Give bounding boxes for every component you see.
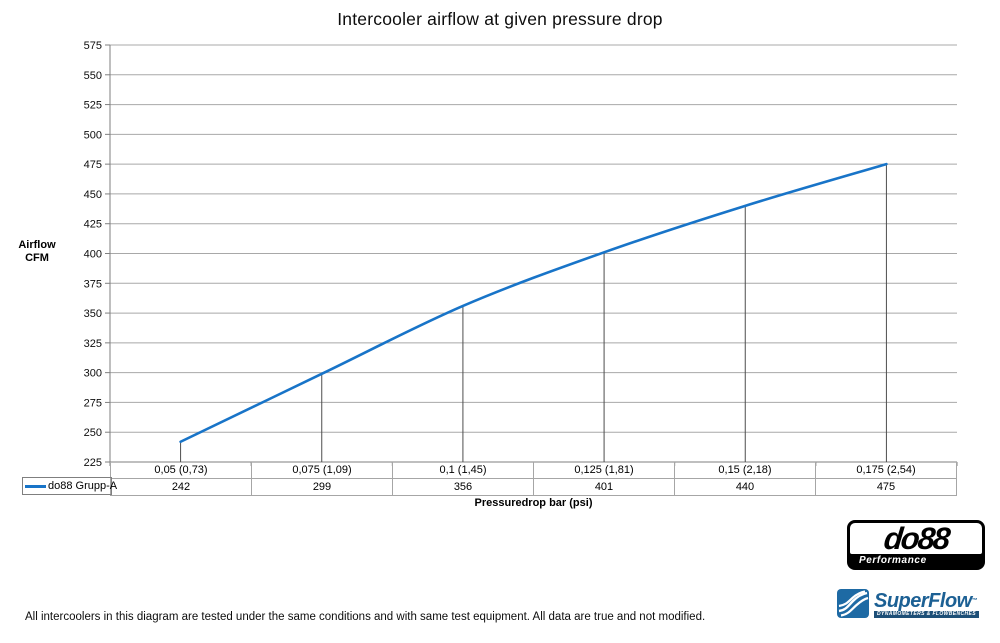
y-tick-label: 225 xyxy=(84,457,102,469)
y-tick-label: 500 xyxy=(84,129,102,141)
x-category-cell: 0,15 (2,18) xyxy=(675,462,816,478)
x-category-cell: 0,125 (1,81) xyxy=(534,462,675,478)
do88-logo-subtext: Performance xyxy=(859,555,927,566)
do88-logo-text: do88 xyxy=(882,523,951,554)
series-value-cell: 356 xyxy=(393,479,534,495)
series-name: do88 Grupp-A xyxy=(48,480,118,492)
x-category-cell: 0,075 (1,09) xyxy=(252,462,393,478)
series-value-cell: 242 xyxy=(111,479,252,495)
series-value-cell: 299 xyxy=(252,479,393,495)
y-axis-title: Airflow CFM xyxy=(8,239,66,265)
superflow-waves-icon xyxy=(837,589,869,618)
y-tick-label: 350 xyxy=(84,308,102,320)
x-axis-title: Pressuredrop bar (psi) xyxy=(474,497,593,509)
chart-title: Intercooler airflow at given pressure dr… xyxy=(337,9,663,29)
series-value-cell: 440 xyxy=(675,479,816,495)
y-tick-label: 550 xyxy=(84,70,102,82)
x-category-row: 0,05 (0,73) 0,075 (1,09) 0,1 (1,45) 0,125 (… xyxy=(111,462,956,479)
x-category-cell: 0,1 (1,45) xyxy=(393,462,534,478)
do88-logo: do88 Performance xyxy=(847,520,985,570)
series-value-row: 242 299 356 401 440 475 xyxy=(111,479,956,495)
do88-logo-top: do88 xyxy=(850,523,982,554)
trademark-symbol: ™ xyxy=(971,598,978,604)
y-tick-label: 400 xyxy=(84,249,102,261)
y-tick-label: 275 xyxy=(84,397,102,409)
y-axis-title-line1: Airflow xyxy=(18,239,56,251)
series-value-cell: 475 xyxy=(876,481,896,493)
series-value-cell: 401 xyxy=(534,479,675,495)
y-tick-label: 425 xyxy=(84,219,102,231)
series-line-swatch xyxy=(25,484,46,488)
superflow-logo: SuperFlow™ DYNAMOMETERS & FLOWBENCHES xyxy=(836,588,988,621)
chart-data-table: 0,05 (0,73) 0,075 (1,09) 0,1 (1,45) 0,125 (… xyxy=(110,462,957,496)
x-category-cell: 0,175 (2,54) xyxy=(856,464,916,476)
y-tick-label: 475 xyxy=(84,159,102,171)
y-tick-label: 450 xyxy=(84,189,102,201)
y-tick-label: 575 xyxy=(84,40,102,52)
x-category-cell: 0,05 (0,73) xyxy=(111,462,252,478)
legend: do88 Grupp-A xyxy=(22,477,117,495)
superflow-logo-subtext: DYNAMOMETERS & FLOWBENCHES xyxy=(874,611,980,618)
y-tick-label: 525 xyxy=(84,100,102,112)
line-chart-plot: 225 250 275 300 325 350 375 400 425 450 475 500 525 5… xyxy=(84,40,958,469)
y-tick-label: 375 xyxy=(84,278,102,290)
series-line xyxy=(179,162,888,444)
y-axis-title-line2: CFM xyxy=(25,252,49,264)
footer-note: All intercoolers in this diagram are tes… xyxy=(25,611,706,623)
y-tick-label: 300 xyxy=(84,368,102,380)
y-tick-label: 250 xyxy=(84,427,102,439)
y-tick-label: 325 xyxy=(84,338,102,350)
superflow-logo-text: SuperFlow™ xyxy=(874,590,978,612)
